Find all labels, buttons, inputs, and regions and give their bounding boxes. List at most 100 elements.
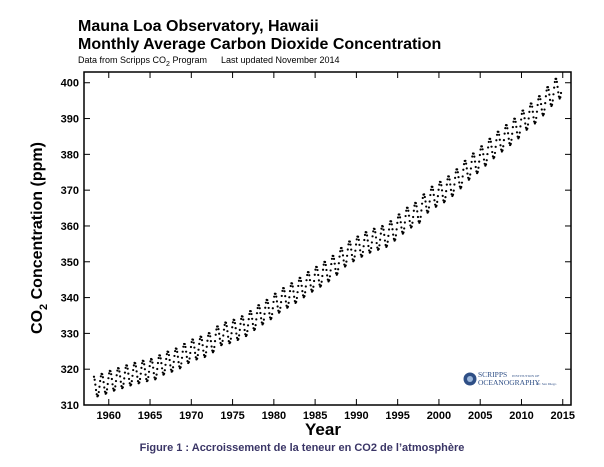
data-point: [155, 373, 158, 376]
data-point: [412, 209, 415, 212]
data-point: [167, 350, 170, 354]
data-point: [520, 118, 523, 121]
data-point: [109, 370, 112, 373]
data-point: [184, 345, 187, 349]
data-point: [447, 175, 451, 178]
data-point: [438, 183, 441, 186]
data-point: [288, 296, 291, 299]
data-point: [108, 372, 111, 375]
data-point: [503, 132, 506, 135]
data-point: [513, 117, 517, 120]
data-point: [92, 375, 96, 378]
data-point: [117, 367, 120, 370]
data-point: [164, 363, 167, 366]
data-point: [146, 379, 149, 382]
y-tick-label: 340: [61, 293, 79, 305]
data-point: [366, 239, 369, 242]
data-point: [497, 130, 500, 133]
data-point: [385, 244, 389, 247]
data-point: [308, 278, 312, 282]
data-point: [131, 374, 134, 377]
data-point: [353, 255, 356, 258]
data-point: [377, 247, 380, 251]
data-point: [402, 231, 405, 234]
data-point: [121, 386, 124, 389]
x-tick-label: 1970: [179, 410, 203, 422]
data-point: [284, 300, 287, 303]
data-point: [245, 333, 248, 337]
data-point: [231, 326, 234, 329]
data-point: [196, 357, 199, 360]
data-point: [449, 183, 452, 186]
data-point: [299, 276, 302, 280]
data-point: [306, 273, 309, 277]
data-point: [511, 132, 514, 135]
y-tick-label: 320: [61, 364, 79, 376]
x-tick-label: 1995: [385, 410, 409, 422]
data-point: [204, 354, 207, 358]
data-point: [552, 93, 555, 96]
data-point: [249, 310, 252, 313]
data-point: [423, 195, 426, 199]
data-point: [297, 279, 301, 282]
data-point: [506, 127, 509, 130]
data-point: [348, 240, 351, 243]
data-point: [141, 362, 144, 365]
data-point: [134, 362, 137, 365]
data-point: [428, 200, 431, 203]
data-point: [295, 296, 298, 300]
y-axis-label-prefix: CO: [29, 310, 46, 334]
data-point: [172, 360, 175, 363]
data-point: [443, 200, 446, 203]
data-point: [292, 290, 295, 293]
data-point: [376, 246, 379, 249]
data-point: [226, 330, 229, 333]
data-point: [215, 328, 218, 331]
data-point: [445, 183, 448, 186]
data-point: [339, 250, 342, 253]
data-point: [456, 171, 459, 174]
y-tick-label: 360: [61, 221, 79, 233]
data-point: [332, 257, 336, 260]
data-point: [257, 304, 261, 307]
data-point: [136, 375, 139, 378]
data-point: [165, 353, 168, 356]
data-point: [125, 364, 129, 367]
data-point: [414, 202, 417, 205]
data-point: [130, 380, 133, 383]
data-point: [138, 377, 142, 381]
data-point: [171, 366, 175, 369]
data-point: [535, 110, 539, 113]
data-point: [524, 122, 527, 125]
data-point: [312, 285, 315, 288]
data-point: [489, 137, 492, 140]
data-point: [539, 98, 542, 101]
data-point: [536, 103, 539, 107]
data-point: [217, 328, 220, 331]
data-point: [301, 290, 304, 293]
data-point: [177, 361, 180, 364]
scripps-seal-inner: [467, 376, 473, 382]
data-point: [189, 345, 193, 349]
data-point: [375, 241, 378, 245]
data-point: [97, 390, 100, 394]
data-point: [424, 200, 427, 203]
data-point: [499, 144, 502, 147]
data-point: [445, 190, 448, 193]
data-point: [416, 210, 419, 213]
data-point: [255, 312, 259, 315]
data-point: [461, 175, 464, 178]
data-point: [239, 322, 242, 325]
data-point: [341, 254, 345, 257]
data-point: [154, 377, 157, 380]
data-point: [191, 338, 195, 341]
data-point: [156, 361, 160, 365]
data-point: [344, 264, 347, 267]
y-axis-label-suffix: Concentration (ppm): [29, 142, 46, 304]
data-point: [185, 355, 188, 358]
data-point: [416, 215, 420, 219]
data-point: [105, 391, 108, 394]
data-point: [472, 152, 475, 155]
data-point: [275, 300, 279, 303]
data-point: [540, 108, 543, 111]
